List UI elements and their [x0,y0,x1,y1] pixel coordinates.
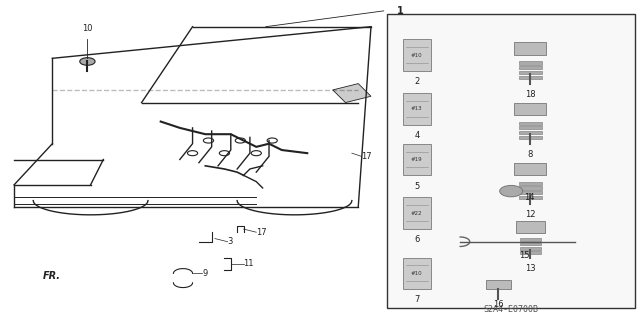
Text: 15: 15 [518,251,529,260]
Text: S2A4-E0700B: S2A4-E0700B [484,306,539,315]
Bar [519,126,541,130]
Bar [403,144,431,175]
Text: 16: 16 [493,300,504,309]
Text: 4: 4 [414,131,419,140]
Text: 3: 3 [228,237,233,246]
Text: 11: 11 [244,259,254,268]
Bar [519,62,541,65]
Circle shape [80,58,95,65]
Bar [519,186,541,189]
Bar [519,182,541,185]
Bar [515,42,546,55]
Text: 1: 1 [396,6,403,16]
Bar [519,191,541,194]
Text: 18: 18 [525,90,536,99]
Bar [519,71,541,74]
Bar [519,196,541,199]
Bar [520,242,541,245]
Text: #10: #10 [411,271,422,276]
Text: 14: 14 [524,193,534,202]
Bar [520,238,541,241]
Bar [519,136,541,139]
Bar [519,66,541,69]
Bar [519,122,541,125]
Text: 10: 10 [82,24,93,33]
Circle shape [500,185,523,197]
Bar [515,163,546,175]
Bar [387,14,636,308]
Bar [519,131,541,134]
Text: 9: 9 [202,269,207,278]
Bar [403,197,431,229]
Bar [486,280,511,289]
Text: #10: #10 [411,53,422,58]
Text: 2: 2 [414,77,419,86]
Text: 5: 5 [414,182,419,191]
Bar [519,76,541,79]
Text: FR.: FR. [43,271,61,281]
Text: 7: 7 [414,295,420,304]
Polygon shape [333,84,371,103]
Text: 6: 6 [414,235,420,244]
Text: #19: #19 [411,157,422,162]
Bar [403,93,431,125]
Bar [515,103,546,115]
Bar [516,221,545,233]
Text: #13: #13 [411,107,422,111]
Text: 8: 8 [527,150,533,159]
Text: 17: 17 [256,228,267,237]
Bar [403,39,431,71]
Bar [520,251,541,254]
Text: 17: 17 [362,152,372,161]
Text: #22: #22 [411,211,422,216]
Text: 13: 13 [525,264,536,273]
Bar [520,247,541,250]
Text: 12: 12 [525,210,536,219]
Bar [403,257,431,289]
